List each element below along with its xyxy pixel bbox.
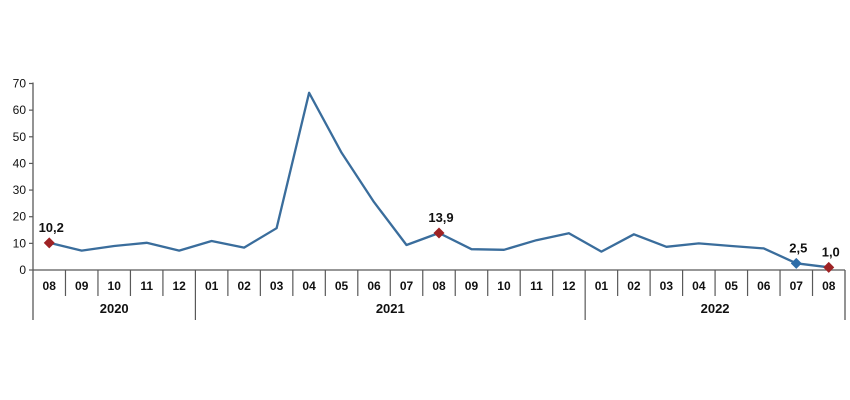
- y-axis-tick-label: 10: [13, 236, 27, 250]
- data-point-label: 1,0: [822, 244, 840, 259]
- month-label: 09: [465, 279, 479, 293]
- month-label: 06: [367, 279, 381, 293]
- y-axis-tick-label: 20: [13, 210, 27, 224]
- month-label: 11: [140, 279, 153, 293]
- data-point-label: 2,5: [789, 240, 807, 255]
- data-point-label: 10,2: [39, 220, 64, 235]
- y-axis-tick-label: 0: [19, 263, 26, 277]
- month-label: 04: [302, 279, 316, 293]
- month-label: 01: [205, 279, 219, 293]
- y-axis-tick-label: 70: [13, 77, 27, 91]
- data-point-marker: [433, 227, 445, 239]
- data-point-marker: [790, 257, 802, 269]
- y-axis-tick-label: 40: [13, 156, 27, 170]
- month-label: 08: [822, 279, 836, 293]
- month-label: 11: [530, 279, 543, 293]
- year-label: 2020: [100, 301, 129, 316]
- data-point-label: 13,9: [428, 210, 453, 225]
- month-label: 07: [790, 279, 804, 293]
- month-label: 08: [43, 279, 57, 293]
- month-label: 10: [108, 279, 122, 293]
- month-label: 07: [400, 279, 414, 293]
- month-label: 04: [692, 279, 706, 293]
- month-label: 02: [627, 279, 641, 293]
- data-point-marker: [823, 261, 835, 273]
- month-label: 03: [660, 279, 674, 293]
- month-label: 06: [757, 279, 771, 293]
- month-label: 01: [595, 279, 609, 293]
- y-axis-tick-label: 50: [13, 130, 27, 144]
- month-label: 08: [432, 279, 446, 293]
- month-label: 12: [562, 279, 576, 293]
- month-label: 03: [270, 279, 284, 293]
- data-line: [48, 91, 830, 269]
- month-label: 05: [335, 279, 349, 293]
- month-label: 05: [725, 279, 739, 293]
- month-label: 09: [75, 279, 89, 293]
- month-label: 02: [237, 279, 251, 293]
- month-label: 10: [497, 279, 511, 293]
- year-label: 2022: [701, 301, 730, 316]
- y-axis-tick-label: 60: [13, 103, 27, 117]
- y-axis-tick-label: 30: [13, 183, 27, 197]
- data-point-marker: [43, 237, 55, 249]
- year-label: 2021: [376, 301, 405, 316]
- month-label: 12: [172, 279, 186, 293]
